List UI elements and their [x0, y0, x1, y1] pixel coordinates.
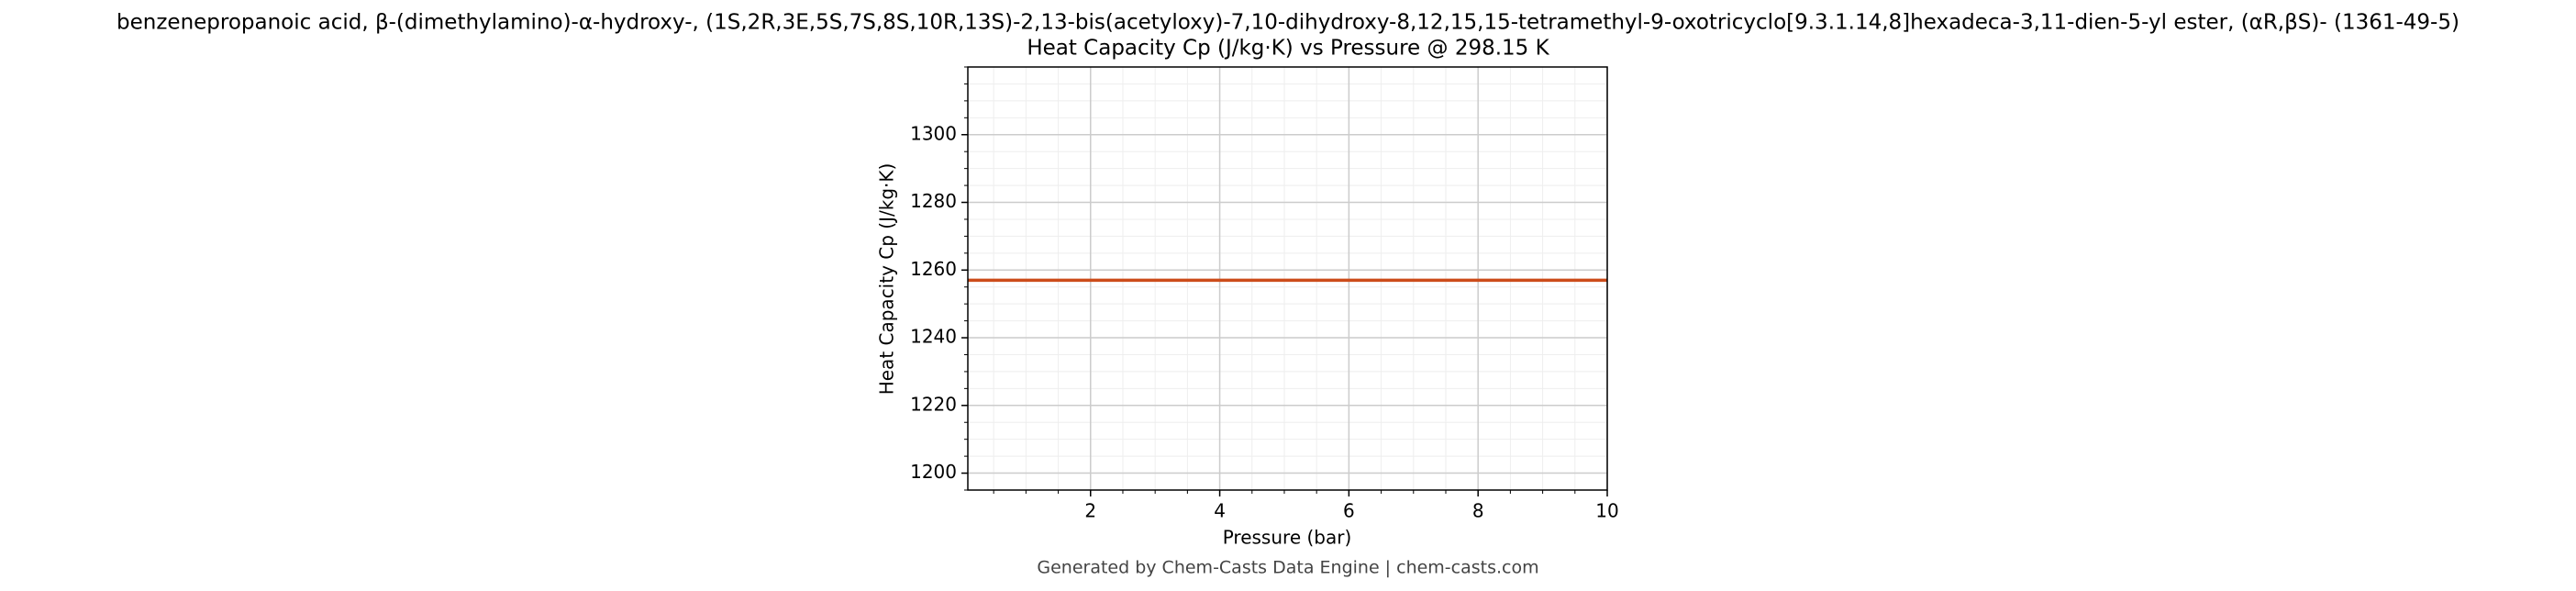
x-tick-label: 6: [1343, 500, 1355, 522]
x-tick-label: 4: [1214, 500, 1226, 522]
x-tick-label: 2: [1084, 500, 1096, 522]
chart-title: benzenepropanoic acid, β-(dimethylamino)…: [117, 11, 2459, 35]
x-tick-label: 10: [1595, 500, 1618, 522]
y-tick-label: 1200: [910, 461, 957, 483]
chart-subtitle: Heat Capacity Cp (J/kg·K) vs Pressure @ …: [1027, 37, 1549, 61]
plot-frame: [967, 66, 1608, 491]
y-axis-label: Heat Capacity Cp (J/kg·K): [876, 163, 898, 396]
x-tick-label: 8: [1472, 500, 1484, 522]
footer: Generated by Chem-Casts Data Engine | ch…: [1037, 558, 1538, 578]
y-tick-label: 1220: [910, 393, 957, 415]
y-tick-label: 1240: [910, 326, 957, 348]
y-tick-label: 1300: [910, 122, 957, 144]
x-axis-label: Pressure (bar): [1223, 527, 1352, 549]
y-tick-label: 1260: [910, 258, 957, 280]
y-tick-label: 1280: [910, 190, 957, 212]
